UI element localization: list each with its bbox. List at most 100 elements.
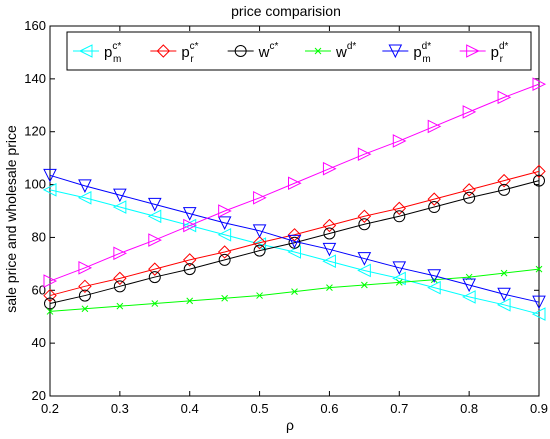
- legend-label: pc*: [181, 41, 198, 61]
- x-tick-label: 0.7: [390, 401, 408, 416]
- legend-entry: pc*r: [150, 41, 199, 65]
- x-tick-label: 0.9: [530, 401, 548, 416]
- data-point: [326, 284, 333, 291]
- data-point: [498, 183, 511, 196]
- data-point: [500, 269, 508, 277]
- data-point: [253, 190, 267, 205]
- x-axis-title: ρ: [286, 417, 294, 433]
- data-point: [78, 261, 93, 275]
- series-line: [49, 174, 540, 303]
- data-point: [217, 216, 232, 231]
- series-line: [49, 83, 540, 282]
- data-point: [43, 274, 58, 288]
- series-line: [49, 189, 540, 315]
- data-point: [253, 244, 266, 257]
- chart-title: price comparision: [231, 3, 341, 19]
- data-point: [531, 307, 546, 321]
- data-point: [217, 245, 232, 259]
- series-5: [43, 77, 547, 288]
- legend-label: wc*: [258, 41, 279, 61]
- data-point: [148, 262, 162, 276]
- legend-label-sub: r: [190, 54, 194, 65]
- data-point: [291, 288, 298, 295]
- legend-label: pd*: [491, 41, 509, 61]
- data-point: [532, 77, 547, 91]
- data-point: [427, 119, 442, 134]
- data-point: [462, 278, 476, 293]
- data-point: [252, 237, 267, 251]
- data-point: [392, 134, 407, 148]
- data-point: [427, 280, 441, 295]
- data-point: [497, 287, 511, 302]
- legend-label-sub: m: [422, 54, 430, 65]
- data-point: [151, 300, 159, 307]
- data-point: [44, 297, 56, 310]
- legend-marker: [466, 44, 480, 58]
- data-point: [186, 297, 194, 305]
- y-tick-label: 40: [32, 335, 46, 350]
- data-point: [147, 197, 162, 212]
- data-point: [535, 265, 543, 273]
- data-point: [112, 200, 127, 214]
- data-point: [323, 227, 336, 240]
- legend: pc*m pc*r wc* wd* pd*m pd*r: [66, 31, 532, 71]
- data-point: [116, 302, 124, 310]
- data-point: [183, 218, 197, 233]
- data-point: [497, 173, 511, 188]
- data-point: [113, 188, 127, 203]
- legend-entry: wc*: [227, 41, 279, 61]
- data-point: [533, 174, 545, 187]
- data-point: [427, 269, 442, 283]
- series-2: [44, 174, 545, 310]
- data-point: [463, 191, 476, 204]
- data-point: [357, 209, 372, 223]
- data-point: [78, 279, 92, 294]
- data-point: [357, 147, 372, 161]
- legend-label: pc*: [104, 41, 121, 61]
- data-point: [77, 190, 92, 205]
- data-point: [395, 279, 403, 286]
- data-point: [393, 210, 406, 223]
- data-point: [182, 207, 197, 221]
- data-point: [113, 246, 127, 261]
- data-point: [113, 271, 127, 286]
- data-point: [358, 218, 371, 231]
- data-point: [532, 164, 546, 179]
- data-point: [148, 271, 161, 284]
- data-point: [462, 105, 477, 119]
- legend-marker: [78, 44, 93, 58]
- data-point: [462, 183, 476, 197]
- x-tick-label: 0.5: [251, 401, 269, 416]
- data-point: [361, 281, 368, 289]
- legend-marker: [314, 47, 322, 55]
- y-tick-label: 120: [24, 124, 46, 139]
- y-tick-label: 140: [24, 71, 46, 86]
- data-point: [428, 201, 441, 214]
- x-tick-label: 0.4: [181, 401, 199, 416]
- y-axis-title: sale price and wholesale price: [3, 125, 19, 313]
- y-tick-label: 80: [32, 229, 46, 244]
- series-layer: [42, 77, 547, 321]
- data-point: [147, 209, 162, 224]
- data-point: [46, 308, 54, 315]
- data-point: [287, 228, 302, 242]
- data-point: [218, 253, 231, 266]
- y-tick-label: 60: [32, 282, 46, 297]
- data-point: [427, 192, 441, 206]
- plot-area: [49, 25, 540, 397]
- legend-box: [66, 31, 532, 71]
- data-point: [81, 305, 89, 313]
- legend-label-sub: r: [500, 54, 504, 65]
- axis-ticks: 0.2 0.3 0.4 0.5 0.6 0.7 0.8 0.9 20 40 60 80 100 120 14…: [24, 18, 548, 416]
- data-point: [322, 218, 337, 233]
- data-point: [392, 271, 406, 286]
- data-point: [288, 176, 302, 191]
- data-point: [43, 168, 57, 183]
- series-0: [42, 183, 546, 321]
- data-point: [462, 290, 476, 304]
- x-tick-label: 0.8: [460, 401, 478, 416]
- data-point: [287, 234, 302, 249]
- data-point: [357, 252, 372, 266]
- data-point: [43, 288, 57, 303]
- data-point: [392, 261, 407, 275]
